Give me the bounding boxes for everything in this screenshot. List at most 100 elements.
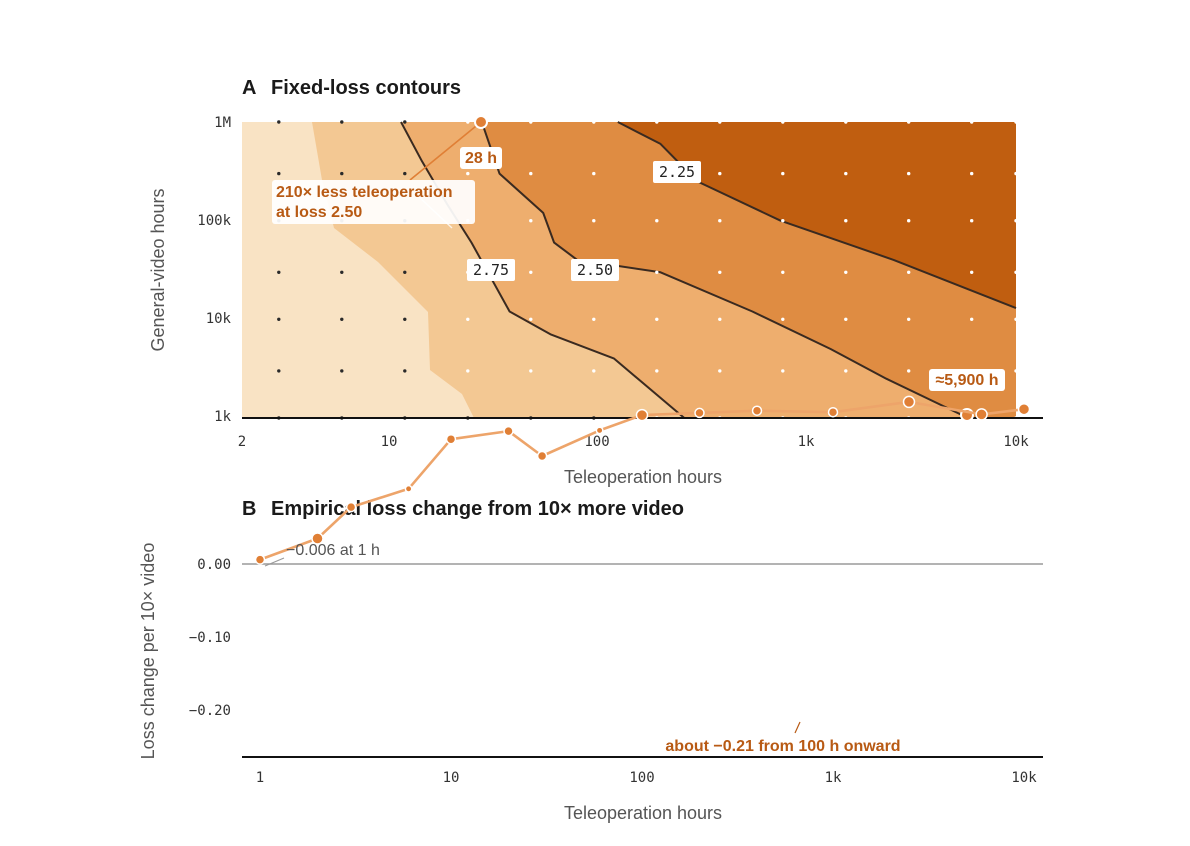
grid-dot [970,317,974,321]
marker-28h [474,115,488,129]
grid-dot [907,171,911,176]
data-point [635,408,649,422]
annotation-5900h: ≈5,900 h [929,369,1005,391]
grid-dot [781,219,785,223]
x-tick-a-10: 10 [381,434,398,450]
y-tick-a-100k: 100k [197,213,231,229]
annotation-leader-28h [409,121,482,181]
note-plateau-leader [794,721,801,734]
grid-dot [718,120,722,124]
grid-dot [403,270,407,274]
grid-dot [529,171,533,176]
svg-text:210× less teleoperation: 210× less teleoperation [276,184,453,201]
grid-dot [277,171,281,176]
grid-dot [781,120,785,124]
data-point [311,532,324,545]
grid-dot [844,171,848,176]
x-axis-label-b: Teleoperation hours [564,803,722,823]
grid-dot [1014,270,1018,274]
grid-dot [1014,120,1018,124]
grid-dot [403,120,407,124]
svg-text:≈5,900 h: ≈5,900 h [935,372,998,389]
grid-dot [781,270,785,274]
grid-dot [340,270,344,274]
data-point [975,408,988,421]
grid-dot [592,317,596,321]
y-tick-a-1k: 1k [214,409,231,425]
panel-a: A Fixed-loss contours 2 10 100 1k 10k 1M… [148,77,1043,487]
grid-dot [907,317,911,321]
grid-dot [970,120,974,124]
grid-dot [970,270,974,274]
grid-dot [277,317,281,321]
x-tick-a-1k: 1k [798,434,815,450]
note-start-leader [264,557,285,567]
x-axis-label-a: Teleoperation hours [564,467,722,487]
grid-dot [529,120,533,124]
grid-dot [1014,219,1018,223]
contour-label-2-50: 2.50 [571,259,619,281]
data-point [1017,402,1031,416]
y-tick-b-0: 0.00 [197,557,231,573]
grid-dot [529,270,533,274]
y-tick-b-0-10: −0.10 [189,630,231,646]
grid-dot [466,369,470,373]
y-axis-label-a: General-video hours [148,188,168,351]
grid-dot [1014,369,1018,373]
grid-dot [403,369,407,373]
x-tick-b-10k: 10k [1011,770,1037,786]
grid-dot [529,369,533,373]
grid-dot [844,317,848,321]
grid-dot [781,369,785,373]
band-darkest [617,122,1016,309]
grid-dot [655,120,659,124]
grid-dot [844,270,848,274]
grid-dot [655,369,659,373]
y-tick-a-10k: 10k [206,311,232,327]
contour-label-2-25: 2.25 [653,161,701,183]
grid-dot [466,120,470,124]
data-point [902,395,916,409]
x-ticks-a: 2 10 100 1k 10k [238,434,1029,450]
grid-dot [277,270,281,274]
grid-dot [907,219,911,223]
grid-dot [655,219,659,223]
y-ticks-b: 0.00 −0.10 −0.20 [189,557,231,719]
data-point [503,425,514,437]
grid-dot [970,171,974,176]
contour-label-2-75: 2.75 [467,259,515,281]
panel-b-title: Empirical loss change from 10× more vide… [271,498,684,520]
grid-dot [277,120,281,124]
grid-dot [655,317,659,321]
svg-text:28 h: 28 h [465,150,497,167]
y-tick-a-1m: 1M [214,115,231,131]
y-axis-label-b: Loss change per 10× video [138,543,158,760]
data-point [254,554,266,565]
svg-text:2.25: 2.25 [659,163,695,181]
grid-dot [907,270,911,274]
data-point [445,433,457,445]
grid-dot [718,317,722,321]
grid-dot [340,120,344,124]
x-tick-b-1k: 1k [825,770,842,786]
x-tick-a-10k: 10k [1003,434,1029,450]
x-tick-b-1: 1 [256,770,264,786]
grid-dot [907,120,911,124]
grid-dot [781,171,785,176]
x-tick-a-100: 100 [584,434,609,450]
annotation-28h: 28 h [460,147,502,169]
data-point [595,426,604,435]
grid-dot [718,369,722,373]
y-ticks-a: 1M 100k 10k 1k [197,115,231,425]
x-tick-b-100: 100 [629,770,654,786]
grid-dot [844,219,848,223]
x-ticks-b: 1 10 100 1k 10k [256,770,1037,786]
contour-line-2-25 [617,121,1017,310]
svg-text:2.50: 2.50 [577,261,613,279]
grid-dot [403,317,407,321]
grid-dot [466,317,470,321]
series-points-b [254,395,1031,565]
grid-dot [718,270,722,274]
grid-dot [340,369,344,373]
